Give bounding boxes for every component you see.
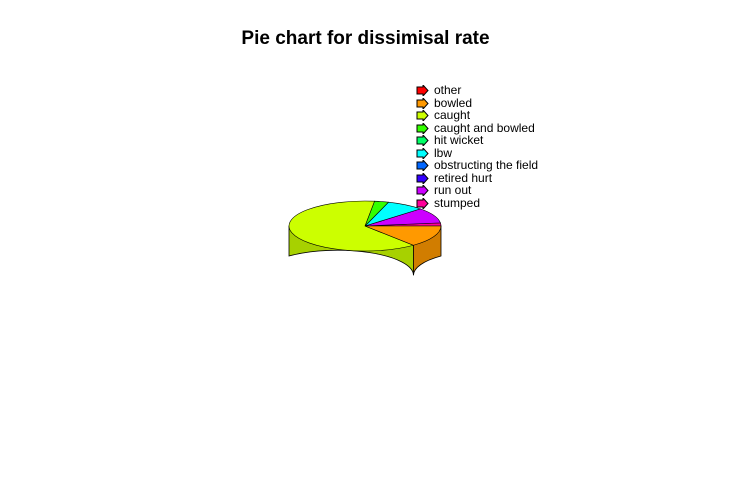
- legend-item: retired hurt: [416, 170, 538, 185]
- legend-swatch: [416, 160, 429, 171]
- legend-label: obstructing the field: [434, 158, 539, 172]
- legend-swatch: [416, 97, 429, 109]
- legend-label: stumped: [434, 195, 481, 210]
- legend-swatch: [416, 185, 429, 196]
- legend-label: run out: [434, 183, 472, 197]
- legend-swatch: [416, 172, 429, 184]
- legend-label: other: [434, 83, 462, 97]
- legend-item: other: [416, 84, 538, 97]
- legend-swatch: [416, 197, 429, 209]
- legend-label: bowled: [434, 95, 473, 110]
- legend-item: stumped: [416, 195, 538, 210]
- legend-item: hit wicket: [416, 134, 538, 147]
- chart-legend: other bowled caught caught and bowled hit wi…: [416, 84, 538, 209]
- legend-swatch: [416, 85, 429, 96]
- legend-label: hit wicket: [434, 133, 484, 147]
- chart-title: Pie chart for dissimisal rate: [241, 28, 490, 49]
- legend-label: retired hurt: [434, 170, 493, 185]
- legend-label: caught: [434, 108, 471, 122]
- legend-item: lbw: [416, 145, 538, 160]
- pie-slice-bowled: [364, 225, 442, 246]
- legend-item: caught: [416, 109, 538, 122]
- legend-item: bowled: [416, 95, 538, 110]
- legend-item: run out: [416, 184, 538, 197]
- legend-label: lbw: [434, 145, 453, 160]
- pie-slice-caught: [288, 200, 415, 252]
- legend-swatch: [416, 110, 429, 121]
- legend-swatch: [416, 147, 429, 159]
- legend-swatch: [416, 122, 429, 134]
- legend-item: caught and bowled: [416, 120, 538, 135]
- legend-item: obstructing the field: [416, 159, 538, 172]
- legend-swatch: [416, 135, 429, 146]
- legend-label: caught and bowled: [434, 120, 535, 135]
